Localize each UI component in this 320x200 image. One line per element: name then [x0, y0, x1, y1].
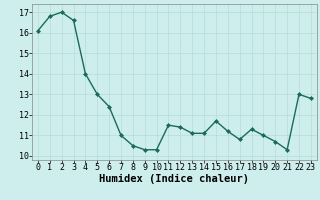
X-axis label: Humidex (Indice chaleur): Humidex (Indice chaleur)	[100, 174, 249, 184]
